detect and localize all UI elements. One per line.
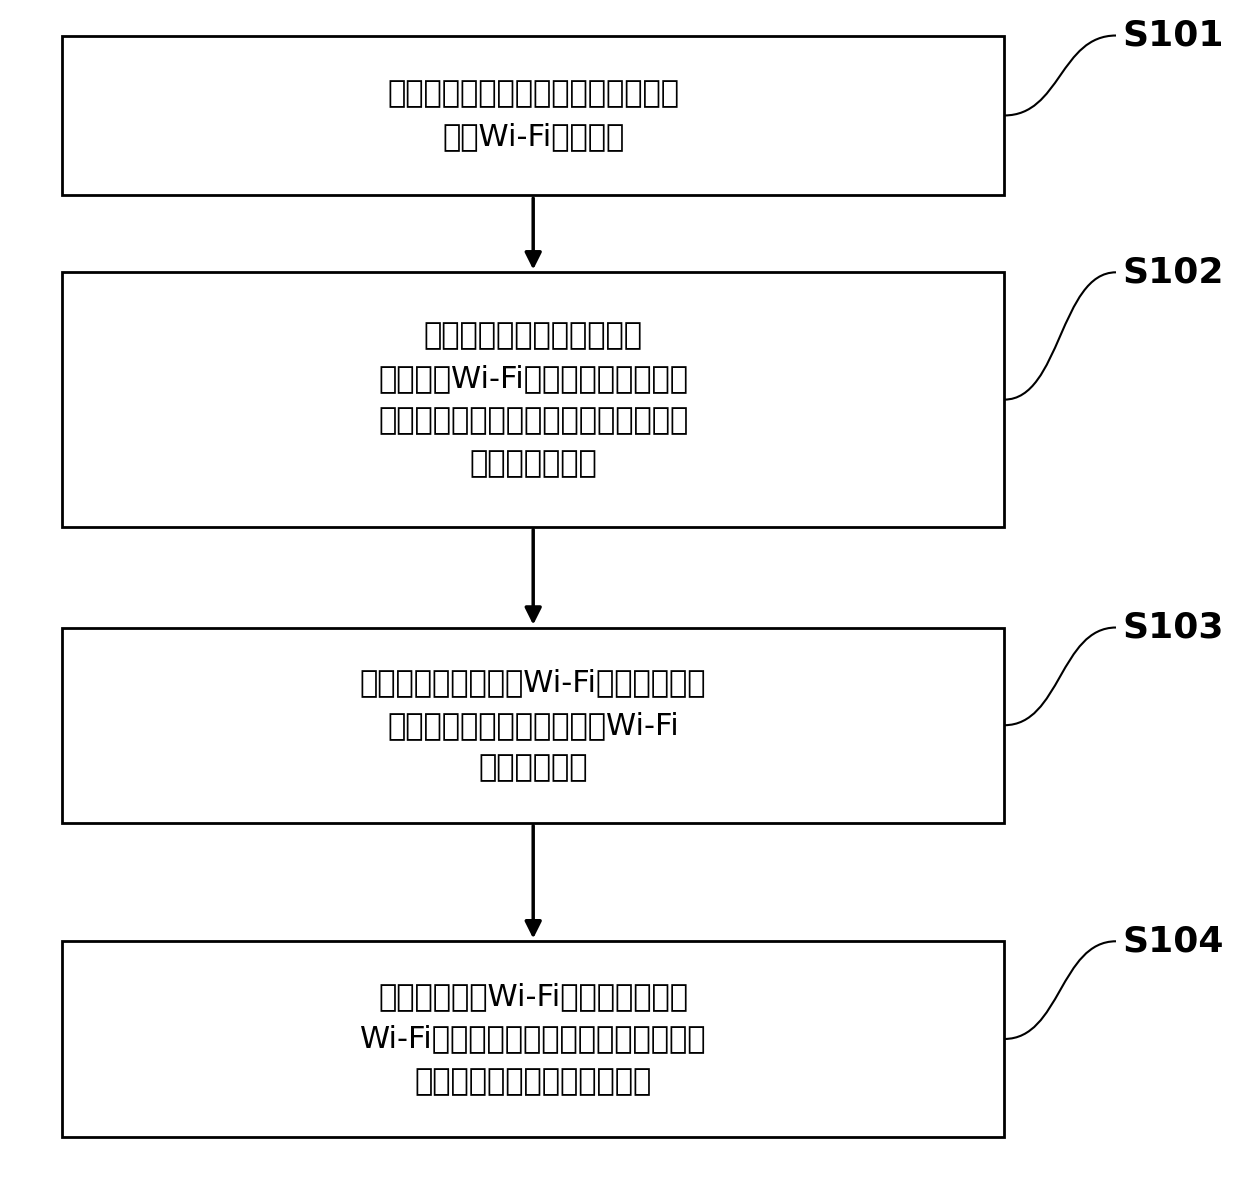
Text: 获取终端设备在指定建筑物内采集的
当前Wi-Fi指纹数据: 获取终端设备在指定建筑物内采集的 当前Wi-Fi指纹数据	[387, 79, 680, 152]
Text: S101: S101	[1122, 19, 1224, 52]
Text: 根据所述当前Wi-Fi指纹数据和所述
Wi-Fi指纹数据子库计算所述终端设备在
所述指定建筑物内的定位坐标: 根据所述当前Wi-Fi指纹数据和所述 Wi-Fi指纹数据子库计算所述终端设备在 …	[360, 982, 707, 1096]
FancyBboxPatch shape	[62, 941, 1004, 1137]
Text: S103: S103	[1122, 611, 1224, 644]
Text: S104: S104	[1122, 925, 1224, 958]
Text: 使用预设的楼层分类模型对
所述当前Wi-Fi指纹数据进行处理，
得到所述终端设备在所述指定建筑物内
所处的当前楼层: 使用预设的楼层分类模型对 所述当前Wi-Fi指纹数据进行处理， 得到所述终端设备…	[378, 321, 688, 478]
FancyBboxPatch shape	[62, 272, 1004, 527]
Text: S102: S102	[1122, 256, 1224, 289]
Text: 从所述指定建筑物的Wi-Fi指纹数据库中
选取与所述当前楼层对应的Wi-Fi
指纹数据子库: 从所述指定建筑物的Wi-Fi指纹数据库中 选取与所述当前楼层对应的Wi-Fi 指…	[360, 668, 707, 783]
FancyBboxPatch shape	[62, 36, 1004, 195]
FancyBboxPatch shape	[62, 628, 1004, 823]
